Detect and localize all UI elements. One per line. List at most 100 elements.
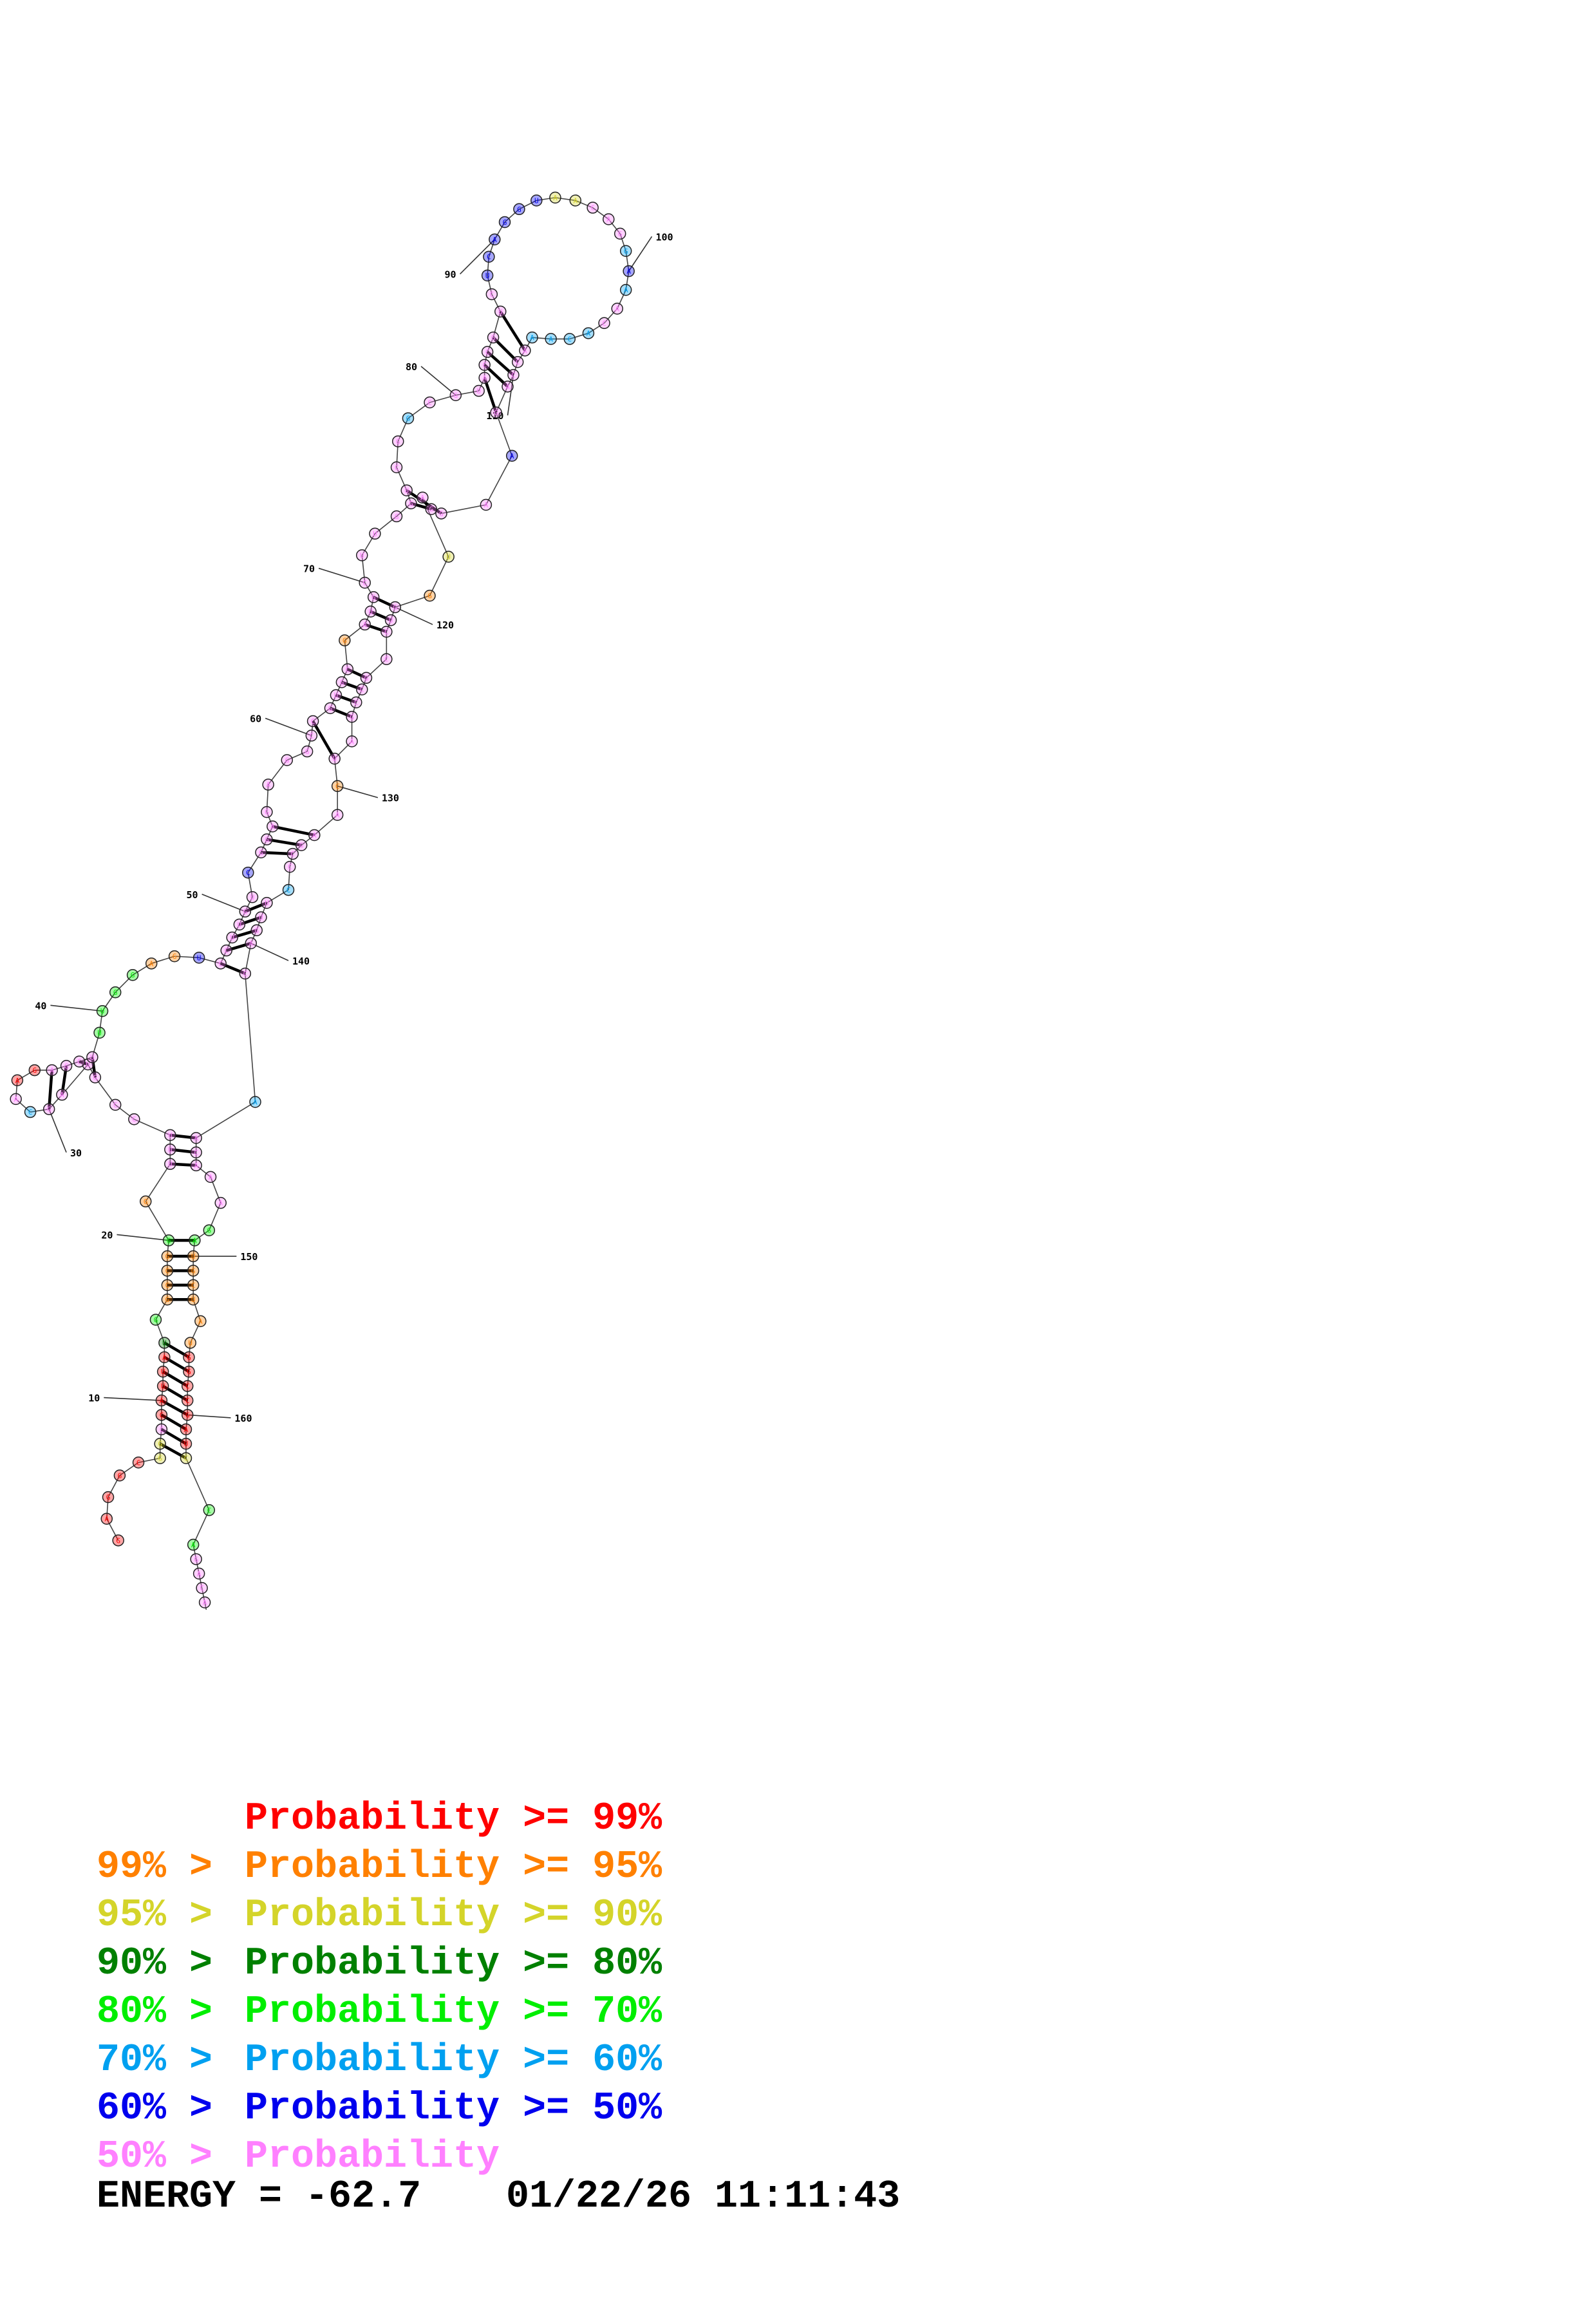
nucleotide: C bbox=[478, 359, 491, 371]
backbone-segment bbox=[15, 1098, 31, 1113]
base-pair-bond bbox=[406, 489, 442, 515]
nucleotide-circle bbox=[161, 1250, 174, 1263]
nucleotide-circle bbox=[10, 1093, 22, 1106]
nucleotide-letter: C bbox=[384, 628, 389, 636]
nucleotide: A bbox=[308, 829, 321, 842]
backbone-segment bbox=[99, 1011, 103, 1033]
nucleotide-circle bbox=[424, 396, 436, 409]
nucleotide: G bbox=[301, 745, 314, 758]
backbone-segment bbox=[478, 377, 485, 391]
backbone-segment bbox=[91, 1032, 100, 1058]
nucleotide: G bbox=[126, 968, 139, 981]
nucleotide-letter: G bbox=[259, 849, 263, 857]
backbone-segment bbox=[361, 555, 366, 583]
nucleotide-letter: G bbox=[371, 593, 376, 601]
nucleotide-letter: G bbox=[93, 1073, 98, 1082]
nucleotide-circle bbox=[483, 250, 495, 263]
nucleotide: U bbox=[184, 1337, 196, 1349]
backbone-segment bbox=[266, 826, 274, 840]
nucleotide-circle bbox=[267, 820, 279, 833]
nucleotide: C bbox=[132, 1456, 145, 1469]
backbone-segment bbox=[210, 1176, 221, 1203]
nucleotide-circle bbox=[190, 1159, 202, 1172]
nucleotide-circle bbox=[194, 1315, 207, 1328]
nucleotide: A bbox=[359, 618, 371, 631]
nucleotide-circle bbox=[549, 191, 561, 204]
nucleotide: C bbox=[331, 780, 344, 793]
nucleotide: G bbox=[139, 1195, 152, 1208]
nucleotide-circle bbox=[220, 944, 232, 957]
backbone-segment bbox=[355, 689, 362, 703]
nucleotide-circle bbox=[233, 918, 246, 931]
probability-legend: Probability >= 99% 99% > Probability >= 95… bbox=[97, 1796, 1062, 2179]
base-pair-bond bbox=[61, 1066, 68, 1095]
backbone-segment bbox=[397, 418, 409, 442]
backbone-segment bbox=[306, 735, 312, 752]
tick-label: 150 bbox=[240, 1251, 258, 1263]
nucleotide: A bbox=[100, 1512, 113, 1525]
nucleotide-circle bbox=[155, 1409, 168, 1421]
nucleotide-letter: C bbox=[218, 959, 223, 968]
nucleotide-circle bbox=[239, 967, 252, 980]
nucleotide: A bbox=[480, 498, 493, 511]
nucleotide-circle bbox=[328, 752, 341, 765]
nucleotide: G bbox=[402, 412, 415, 424]
nucleotide: A bbox=[187, 1538, 200, 1551]
backbone-segment bbox=[441, 504, 487, 514]
backbone-segment bbox=[386, 619, 391, 632]
nucleotide-letter: A bbox=[587, 329, 591, 337]
nucleotide-circle bbox=[478, 372, 491, 384]
nucleotide: C bbox=[155, 1423, 168, 1436]
base-pair-bond bbox=[272, 825, 315, 837]
tick-line bbox=[250, 943, 289, 961]
nucleotide-letter: C bbox=[427, 399, 432, 407]
nucleotide-circle bbox=[255, 911, 267, 923]
nucleotide: G bbox=[425, 503, 438, 515]
backbone-segment bbox=[361, 677, 367, 690]
nucleotide-letter: G bbox=[194, 1555, 198, 1563]
backbone-segment bbox=[569, 332, 589, 340]
nucleotide-circle bbox=[162, 1234, 175, 1247]
tick-line bbox=[507, 375, 514, 416]
backbone-segment bbox=[555, 197, 576, 202]
nucleotide-circle bbox=[102, 1491, 115, 1503]
nucleotide-letter: U bbox=[184, 1440, 189, 1448]
nucleotide-circle bbox=[86, 1051, 99, 1064]
nucleotide-circle bbox=[181, 1394, 194, 1407]
backbone-segment bbox=[455, 390, 479, 396]
nucleotide-circle bbox=[611, 303, 623, 315]
nucleotide-letter: C bbox=[28, 1108, 33, 1117]
nucleotide: G bbox=[281, 754, 294, 766]
nucleotide-circle bbox=[184, 1337, 196, 1349]
nucleotide-circle bbox=[190, 1146, 202, 1159]
backbone-segment bbox=[517, 350, 526, 363]
nucleotide: A bbox=[190, 1132, 202, 1144]
backbone-layer bbox=[15, 197, 630, 1610]
nucleotide-letter: G bbox=[406, 415, 411, 423]
base-pair-bond bbox=[159, 1442, 187, 1460]
backbone-segment bbox=[507, 375, 514, 387]
nucleotide-letter: U bbox=[485, 272, 490, 280]
backbone-segment bbox=[61, 1064, 89, 1095]
nucleotide: G bbox=[187, 1265, 200, 1277]
backbone-segment bbox=[245, 896, 253, 912]
nucleotide-circle bbox=[183, 1351, 195, 1364]
nucleotide-letter: G bbox=[131, 971, 135, 979]
nucleotide: A bbox=[489, 233, 501, 246]
nucleotide-letter: C bbox=[360, 686, 364, 694]
backbone-segment bbox=[266, 811, 274, 827]
nucleotide-letter: C bbox=[485, 348, 490, 357]
nucleotide-circle bbox=[355, 549, 368, 561]
nucleotide-letter: C bbox=[602, 319, 606, 328]
nucleotide: C bbox=[359, 576, 371, 589]
nucleotide-circle bbox=[198, 1596, 211, 1608]
base-pair-bond bbox=[160, 1413, 187, 1431]
backbone-segment bbox=[495, 386, 509, 413]
legend-label: Probability >= 90% bbox=[245, 1894, 662, 1937]
nucleotide: A bbox=[569, 194, 582, 207]
base-pair-bond bbox=[373, 596, 396, 609]
backbone-segment bbox=[494, 221, 505, 240]
nucleotide-circle bbox=[390, 461, 403, 474]
backbone-segment bbox=[364, 611, 371, 625]
nucleotide-letter: C bbox=[354, 699, 359, 707]
